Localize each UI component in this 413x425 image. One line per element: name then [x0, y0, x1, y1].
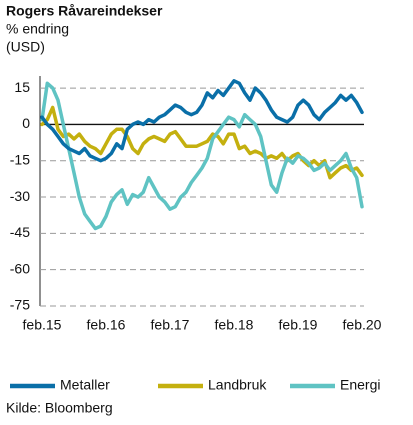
y-tick-label: -45 — [10, 224, 30, 240]
x-tick-label: feb.20 — [343, 317, 382, 333]
x-tick-label: feb.18 — [215, 317, 254, 333]
series-line — [40, 79, 364, 163]
x-tick-label: feb.17 — [151, 317, 190, 333]
y-tick-label: 15 — [14, 79, 30, 95]
y-tick-label: -60 — [10, 260, 30, 276]
y-tick-label: -75 — [10, 297, 30, 313]
chart-subtitle: (USD) — [6, 39, 45, 55]
legend-label: Landbruk — [208, 377, 267, 393]
x-tick-label: feb.15 — [23, 317, 62, 333]
series-line — [40, 81, 364, 231]
y-tick-label: 0 — [22, 115, 30, 131]
y-tick-label: -15 — [10, 151, 30, 167]
x-tick-label: feb.16 — [87, 317, 126, 333]
source: Kilde: Bloomberg — [6, 400, 113, 416]
chart-subtitle: % endring — [6, 21, 69, 37]
x-tick-label: feb.19 — [279, 317, 318, 333]
legend-label: Energi — [340, 377, 380, 393]
y-tick-label: -30 — [10, 188, 30, 204]
legend-label: Metaller — [60, 377, 110, 393]
chart-title: Rogers Råvareindekser — [6, 3, 163, 19]
